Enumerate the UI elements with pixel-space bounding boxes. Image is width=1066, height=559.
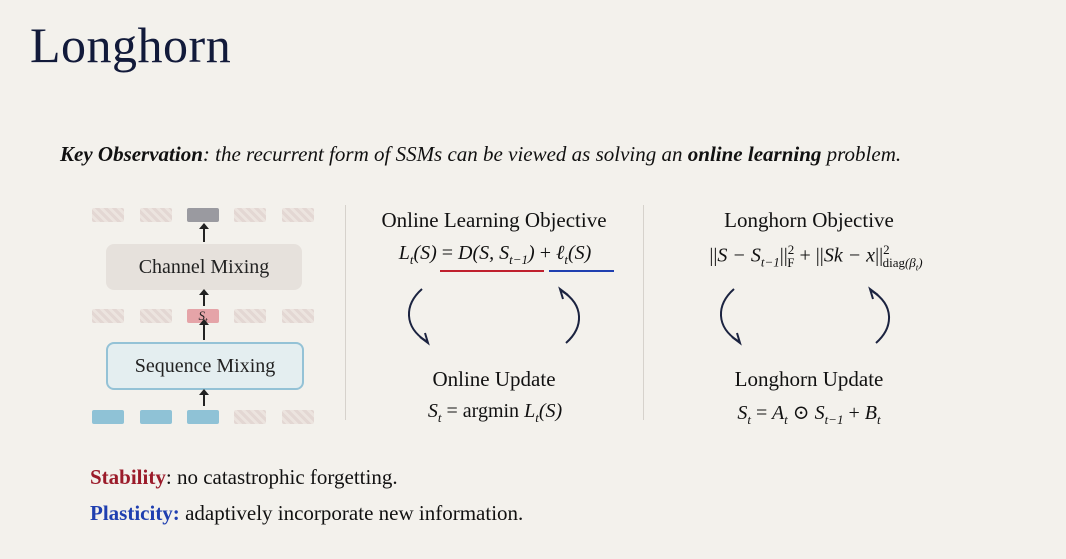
output-token	[187, 208, 219, 222]
up-arrow	[199, 319, 209, 340]
input-token-placeholder	[282, 410, 314, 424]
state-placeholder	[282, 309, 314, 323]
output-token-placeholder	[234, 208, 266, 222]
state-label: S	[198, 308, 205, 323]
plasticity-text: adaptively incorporate new information.	[179, 501, 524, 525]
longhorn-objective-title: Longhorn Objective	[724, 208, 894, 232]
update-arrow-icon	[408, 288, 430, 346]
state-placeholder	[92, 309, 124, 323]
plasticity-label: Plasticity:	[90, 501, 180, 525]
objective-arrow-icon	[868, 286, 890, 344]
sequence-mixing-block: Sequence Mixing	[106, 342, 304, 390]
up-arrow	[199, 223, 209, 242]
longhorn-update-title: Longhorn Update	[734, 367, 884, 391]
key-observation-tail: problem.	[821, 142, 902, 166]
input-token	[140, 410, 172, 424]
key-observation: Key Observation: the recurrent form of S…	[60, 142, 901, 167]
output-token-placeholder	[282, 208, 314, 222]
update-arrow-icon	[720, 288, 742, 346]
online-objective-title: Online Learning Objective	[381, 208, 607, 232]
stability-line: Stability: no catastrophic forgetting.	[90, 465, 398, 490]
output-token-placeholder	[92, 208, 124, 222]
plasticity-underline	[549, 270, 614, 272]
key-observation-text: : the recurrent form of SSMs can be view…	[202, 142, 688, 166]
stability-label: Stability	[90, 465, 166, 489]
stability-underline	[440, 270, 544, 272]
online-update-formula: St = argmin Lt(S)	[427, 400, 563, 425]
key-observation-emphasis: online learning	[687, 142, 822, 166]
slide-title: Longhorn	[30, 17, 232, 73]
stability-text: : no catastrophic forgetting.	[165, 465, 398, 489]
up-arrow	[199, 289, 209, 306]
up-arrow	[199, 389, 209, 406]
key-observation-label: Key Observation	[60, 142, 203, 166]
column-divider	[643, 205, 644, 420]
input-token-placeholder	[234, 410, 266, 424]
online-objective-formula: Lt(S) = D(S, St−1) + ℓt(S)	[398, 242, 592, 267]
output-token-placeholder	[140, 208, 172, 222]
column-divider	[345, 205, 346, 420]
input-token	[92, 410, 124, 424]
longhorn-update-formula: St = At ⊙ St−1 + Bt	[737, 402, 881, 427]
objective-arrow-icon	[558, 286, 580, 344]
state-placeholder	[234, 309, 266, 323]
state-placeholder	[140, 309, 172, 323]
input-token	[187, 410, 219, 424]
architecture-diagram: Channel Mixing St Sequence Mixing	[88, 200, 324, 430]
online-update-title: Online Update	[432, 367, 556, 391]
channel-mixing-block: Channel Mixing	[106, 244, 302, 290]
longhorn-objective-formula: ||S − St−1||2F + ||Sk − x||2diag(βt)	[709, 242, 923, 273]
plasticity-line: Plasticity: adaptively incorporate new i…	[90, 501, 523, 526]
